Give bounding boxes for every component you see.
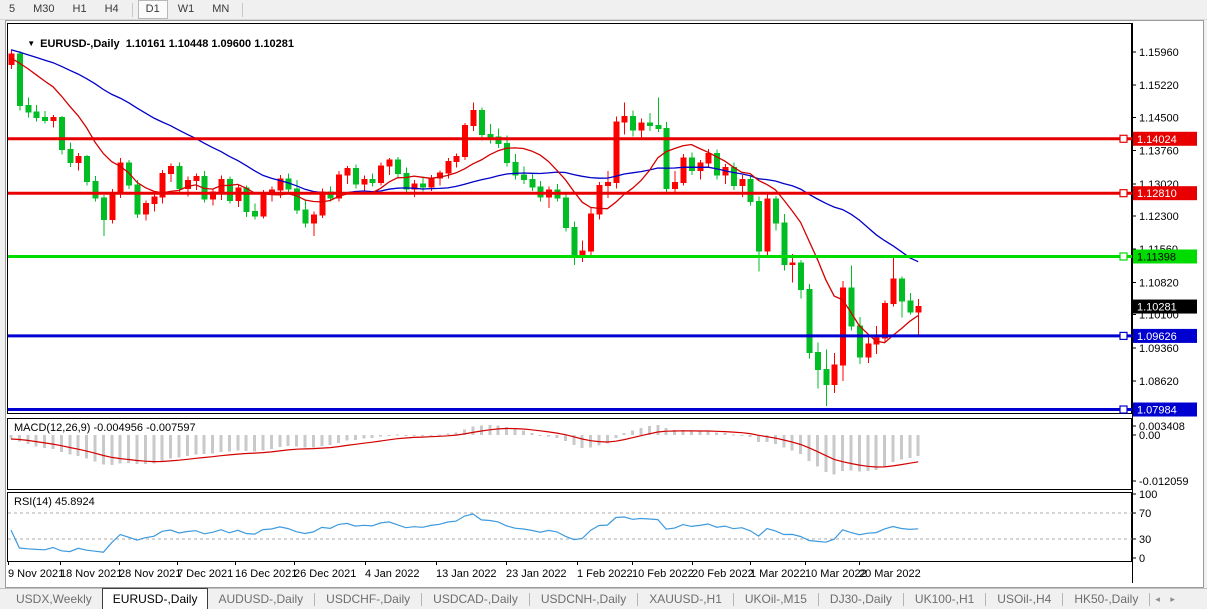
svg-text:1.07984: 1.07984 [1137, 405, 1177, 417]
tab-separator [902, 593, 904, 606]
tab-usoil-h4[interactable]: USOil-,H4 [997, 592, 1052, 606]
tab-separator [528, 593, 530, 606]
tab-eurusd-daily[interactable]: EURUSD-,Daily [101, 588, 209, 609]
svg-text:0.003408: 0.003408 [1139, 421, 1185, 433]
svg-text:28 Nov 2021: 28 Nov 2021 [119, 568, 181, 580]
timeframe-button-h1[interactable]: H1 [72, 3, 87, 15]
tab-separator [637, 593, 639, 606]
svg-text:1.15220: 1.15220 [1139, 80, 1179, 92]
svg-text:1.15960: 1.15960 [1139, 47, 1179, 59]
macd-indicator-label: MACD(12,26,9) -0.004956 -0.007597 [14, 422, 196, 434]
svg-text:10 Mar 2022: 10 Mar 2022 [805, 568, 867, 580]
tab-ukoil-m15[interactable]: UKOil-,M15 [744, 592, 807, 606]
svg-text:26 Dec 2021: 26 Dec 2021 [294, 568, 356, 580]
svg-text:1.09360: 1.09360 [1139, 343, 1179, 355]
timeframe-button-mn[interactable]: MN [212, 3, 230, 15]
svg-text:20 Feb 2022: 20 Feb 2022 [692, 568, 754, 580]
toolbar-separator [242, 2, 244, 17]
tab-separator [314, 593, 316, 606]
price-chart-canvas[interactable]: 1.15960 1.15220 1.14500 1.13760 1.13020 1.123… [6, 21, 1203, 592]
svg-text:1.10820: 1.10820 [1139, 277, 1179, 289]
timeframe-button-d1[interactable]: D1 [137, 0, 168, 19]
tab-scroll-arrows[interactable]: ◂ ▸ [1155, 594, 1179, 604]
tab-separator [1149, 593, 1151, 606]
svg-text:0: 0 [1139, 553, 1145, 565]
chart-dropdown-icon[interactable]: ▼ [27, 39, 36, 48]
timeframe-button-w1[interactable]: W1 [177, 3, 195, 15]
rsi-indicator-label: RSI(14) 45.8924 [14, 496, 95, 508]
svg-text:1.13760: 1.13760 [1139, 146, 1179, 158]
timeframe-button-5[interactable]: 5 [9, 3, 16, 15]
svg-text:20 Mar 2022: 20 Mar 2022 [859, 568, 921, 580]
tab-usdx-weekly[interactable]: USDX,Weekly [16, 592, 92, 606]
svg-text:1.12810: 1.12810 [1137, 188, 1177, 200]
svg-text:1.14500: 1.14500 [1139, 112, 1179, 124]
tab-usdchf-daily[interactable]: USDCHF-,Daily [326, 592, 411, 606]
svg-text:1 Mar 2022: 1 Mar 2022 [750, 568, 806, 580]
timeframe-button-m30[interactable]: M30 [33, 3, 55, 15]
tab-separator [732, 593, 734, 606]
svg-text:18 Nov 2021: 18 Nov 2021 [60, 568, 122, 580]
svg-text:13 Jan 2022: 13 Jan 2022 [436, 568, 497, 580]
tab-uk100-h1[interactable]: UK100-,H1 [914, 592, 975, 606]
chart-title: ▼ EURUSD-,Daily 1.10161 1.10448 1.09600 1… [15, 26, 294, 62]
tab-separator [1062, 593, 1064, 606]
tab-separator [421, 593, 423, 606]
tab-xauusd-h1[interactable]: XAUUSD-,H1 [649, 592, 722, 606]
chart-window: 1.15960 1.15220 1.14500 1.13760 1.13020 1.123… [5, 20, 1204, 588]
chart-tab-bar: USDX,Weekly EURUSD-,Daily AUDUSD-,Daily USD… [0, 588, 1207, 609]
toolbar-separator [131, 2, 133, 17]
svg-text:1.09626: 1.09626 [1137, 331, 1177, 343]
tab-separator [985, 593, 987, 606]
tab-dj30-daily[interactable]: DJ30-,Daily [829, 592, 892, 606]
svg-text:1.08620: 1.08620 [1139, 376, 1179, 388]
svg-text:10 Feb 2022: 10 Feb 2022 [632, 568, 694, 580]
svg-text:1.10281: 1.10281 [1137, 302, 1177, 314]
svg-text:7 Dec 2021: 7 Dec 2021 [177, 568, 233, 580]
svg-text:1.12300: 1.12300 [1139, 211, 1179, 223]
chart-ohlc-values: 1.10161 1.10448 1.09600 1.10281 [125, 38, 294, 50]
tab-usdcnh-daily[interactable]: USDCNH-,Daily [540, 592, 627, 606]
chart-symbol-label: EURUSD-,Daily [40, 38, 120, 50]
tab-usdcad-daily[interactable]: USDCAD-,Daily [433, 592, 518, 606]
svg-text:16 Dec 2021: 16 Dec 2021 [235, 568, 297, 580]
tab-hk50-daily[interactable]: HK50-,Daily [1074, 592, 1139, 606]
svg-text:1 Feb 2022: 1 Feb 2022 [577, 568, 633, 580]
svg-text:4 Jan 2022: 4 Jan 2022 [365, 568, 419, 580]
svg-text:1.11398: 1.11398 [1137, 251, 1176, 263]
timeframe-toolbar: 5 M30 H1 H4 D1 W1 MN [0, 0, 1207, 20]
svg-text:9 Nov 2021: 9 Nov 2021 [8, 568, 64, 580]
svg-text:70: 70 [1139, 508, 1151, 520]
svg-text:30: 30 [1139, 534, 1151, 546]
svg-text:0.00: 0.00 [1139, 430, 1160, 442]
tab-audusd-daily[interactable]: AUDUSD-,Daily [218, 592, 304, 606]
tab-separator [817, 593, 819, 606]
timeframe-button-h4[interactable]: H4 [104, 3, 119, 15]
svg-text:100: 100 [1139, 489, 1157, 501]
svg-text:23 Jan 2022: 23 Jan 2022 [506, 568, 567, 580]
svg-text:1.14024: 1.14024 [1137, 134, 1177, 146]
svg-text:-0.012059: -0.012059 [1139, 476, 1189, 488]
